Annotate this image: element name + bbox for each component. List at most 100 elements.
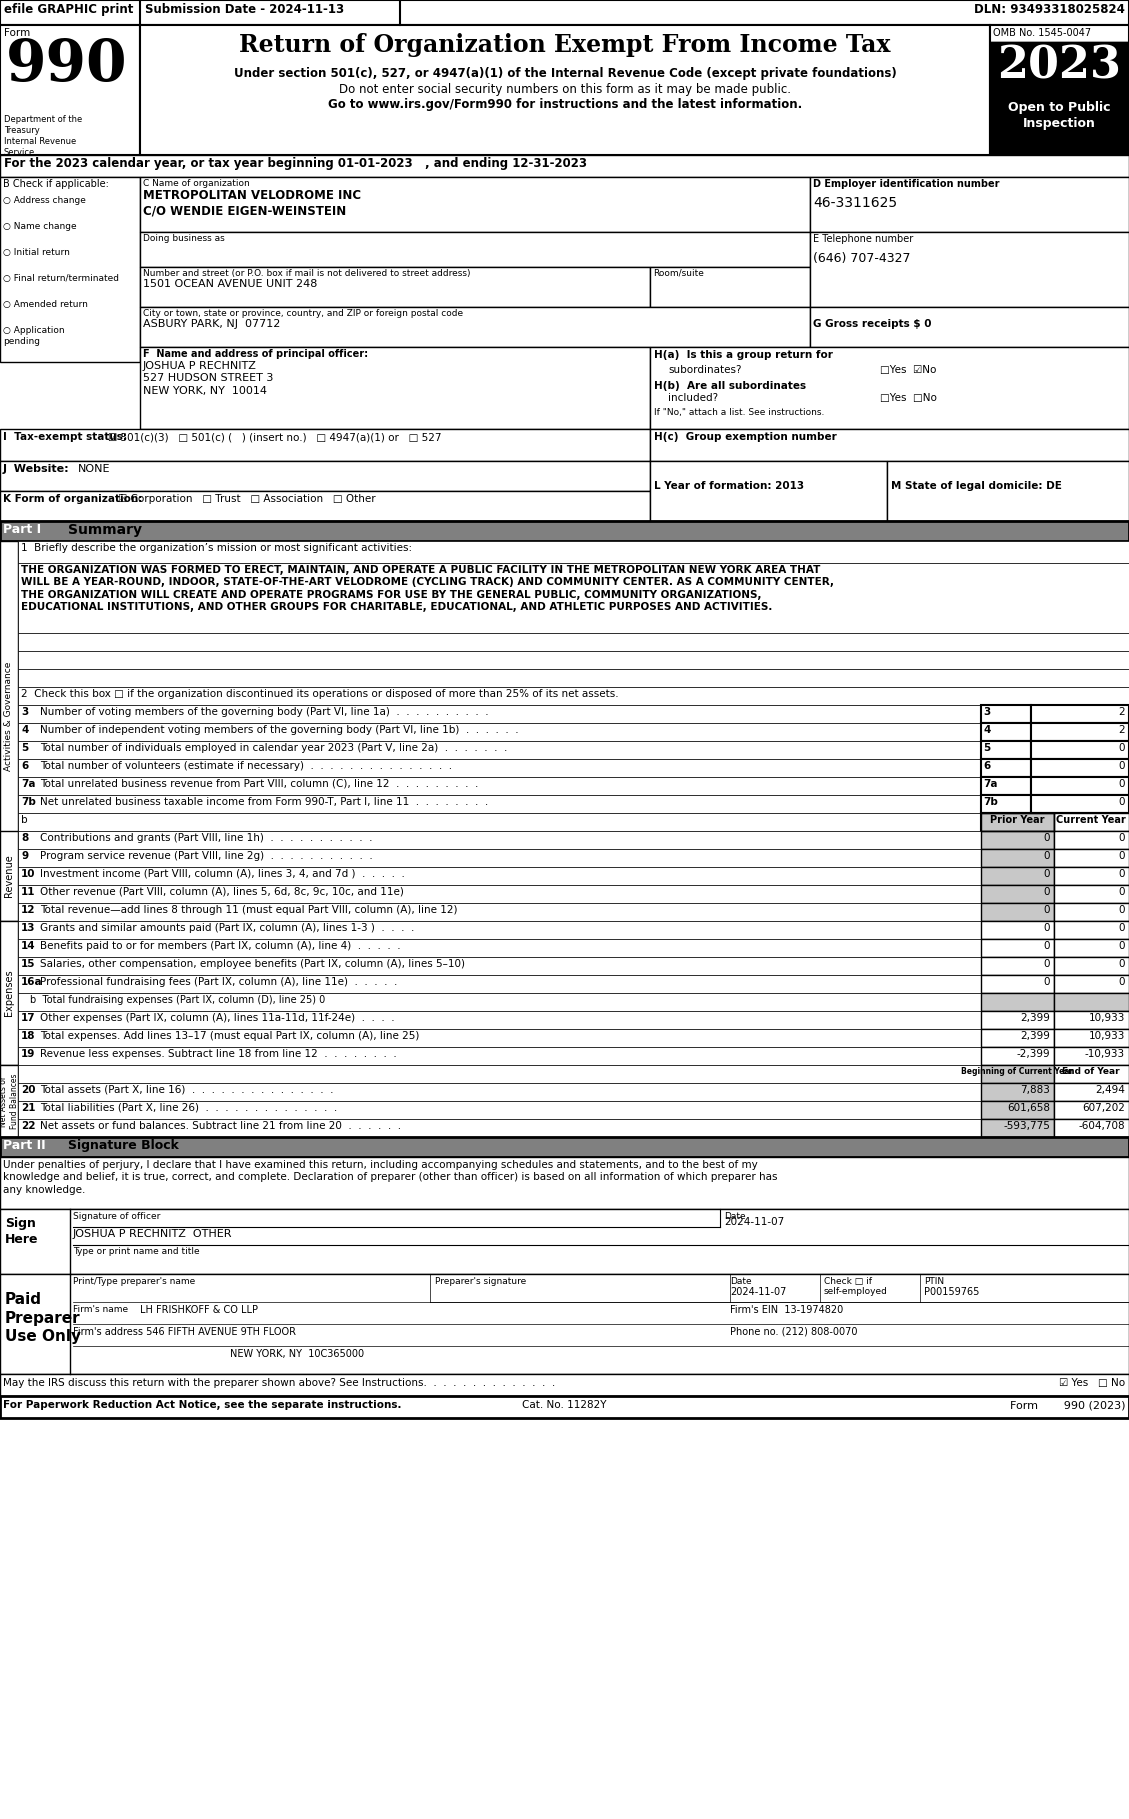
Text: Other revenue (Part VIII, column (A), lines 5, 6d, 8c, 9c, 10c, and 11e): Other revenue (Part VIII, column (A), li… <box>40 888 404 897</box>
Bar <box>0 1373 1129 1395</box>
Text: Current Year: Current Year <box>1056 815 1126 826</box>
Bar <box>1031 795 1129 813</box>
Bar <box>18 868 981 886</box>
Text: Number of voting members of the governing body (Part VI, line 1a)  .  .  .  .  .: Number of voting members of the governin… <box>40 708 489 717</box>
Bar <box>18 849 981 868</box>
Bar <box>981 1082 1054 1100</box>
Text: Net unrelated business taxable income from Form 990-T, Part I, line 11  .  .  . : Net unrelated business taxable income fr… <box>40 797 488 808</box>
Text: Under penalties of perjury, I declare that I have examined this return, includin: Under penalties of perjury, I declare th… <box>3 1161 778 1195</box>
Text: Signature Block: Signature Block <box>68 1139 178 1151</box>
Text: F  Name and address of principal officer:: F Name and address of principal officer: <box>143 349 368 358</box>
Text: PTIN: PTIN <box>924 1277 944 1286</box>
Text: Number and street (or P.O. box if mail is not delivered to street address): Number and street (or P.O. box if mail i… <box>143 269 471 278</box>
Bar <box>1054 1082 1129 1100</box>
Text: Check □ if: Check □ if <box>824 1277 872 1286</box>
Bar <box>650 429 1129 460</box>
Bar <box>809 176 1129 233</box>
Text: LH FRISHKOFF & CO LLP: LH FRISHKOFF & CO LLP <box>140 1304 259 1315</box>
Bar <box>18 740 981 759</box>
Text: 17: 17 <box>21 1013 36 1022</box>
Text: 0: 0 <box>1043 959 1050 970</box>
Bar <box>1054 975 1129 993</box>
Text: 5: 5 <box>983 742 990 753</box>
Text: OMB No. 1545-0047: OMB No. 1545-0047 <box>994 27 1091 38</box>
Text: Return of Organization Exempt From Income Tax: Return of Organization Exempt From Incom… <box>239 33 891 56</box>
Text: Date: Date <box>730 1277 752 1286</box>
Bar <box>140 307 809 347</box>
Text: Sign
Here: Sign Here <box>5 1217 38 1246</box>
Text: THE ORGANIZATION WAS FORMED TO ERECT, MAINTAIN, AND OPERATE A PUBLIC FACILITY IN: THE ORGANIZATION WAS FORMED TO ERECT, MA… <box>21 566 834 613</box>
Text: Firm's address 546 FIFTH AVENUE 9TH FLOOR: Firm's address 546 FIFTH AVENUE 9TH FLOO… <box>73 1328 296 1337</box>
Text: Net Assets or
Fund Balances: Net Assets or Fund Balances <box>0 1073 19 1130</box>
Text: Form: Form <box>5 27 30 38</box>
Text: I  Tax-exempt status:: I Tax-exempt status: <box>3 431 126 442</box>
Text: 0: 0 <box>1119 833 1124 842</box>
Bar <box>981 886 1054 902</box>
Text: Professional fundraising fees (Part IX, column (A), line 11e)  .  .  .  .  .: Professional fundraising fees (Part IX, … <box>40 977 397 988</box>
Text: b: b <box>21 815 27 826</box>
Bar <box>981 939 1054 957</box>
Text: 0: 0 <box>1119 742 1124 753</box>
Text: Under section 501(c), 527, or 4947(a)(1) of the Internal Revenue Code (except pr: Under section 501(c), 527, or 4947(a)(1)… <box>234 67 896 80</box>
Text: 22: 22 <box>21 1121 35 1131</box>
Text: Form   990 (2023): Form 990 (2023) <box>1009 1401 1124 1410</box>
Text: M State of legal domicile: DE: M State of legal domicile: DE <box>891 480 1062 491</box>
Text: ASBURY PARK, NJ  07712: ASBURY PARK, NJ 07712 <box>143 318 280 329</box>
Text: 0: 0 <box>1119 922 1124 933</box>
Bar <box>18 1100 981 1119</box>
Text: 990: 990 <box>6 36 128 93</box>
Text: 1501 OCEAN AVENUE UNIT 248: 1501 OCEAN AVENUE UNIT 248 <box>143 278 317 289</box>
Bar <box>18 975 981 993</box>
Text: Program service revenue (Part VIII, line 2g)  .  .  .  .  .  .  .  .  .  .  .: Program service revenue (Part VIII, line… <box>40 851 373 860</box>
Text: Total assets (Part X, line 16)  .  .  .  .  .  .  .  .  .  .  .  .  .  .  .: Total assets (Part X, line 16) . . . . .… <box>40 1084 333 1095</box>
Bar <box>0 540 18 891</box>
Bar <box>18 651 1129 669</box>
Text: 0: 0 <box>1119 779 1124 789</box>
Text: ○ Final return/terminated: ○ Final return/terminated <box>3 275 119 284</box>
Text: 11: 11 <box>21 888 35 897</box>
Text: May the IRS discuss this return with the preparer shown above? See Instructions.: May the IRS discuss this return with the… <box>3 1379 555 1388</box>
Text: 607,202: 607,202 <box>1082 1102 1124 1113</box>
Text: ○ Application
pending: ○ Application pending <box>3 326 64 346</box>
Bar <box>981 722 1031 740</box>
Bar <box>1054 1048 1129 1064</box>
Text: 6: 6 <box>21 760 28 771</box>
Bar <box>981 920 1054 939</box>
Bar <box>981 1100 1054 1119</box>
Text: Firm's name: Firm's name <box>73 1304 128 1313</box>
Text: 0: 0 <box>1043 869 1050 879</box>
Text: Print/Type preparer's name: Print/Type preparer's name <box>73 1277 195 1286</box>
Text: Part II: Part II <box>3 1139 45 1151</box>
Bar <box>18 564 1129 633</box>
Text: 2,399: 2,399 <box>1021 1013 1050 1022</box>
Text: 10: 10 <box>21 869 35 879</box>
Bar <box>1054 993 1129 1011</box>
Text: Beginning of Current Year: Beginning of Current Year <box>961 1068 1074 1077</box>
Text: P00159765: P00159765 <box>924 1288 979 1297</box>
Text: 0: 0 <box>1043 833 1050 842</box>
Bar <box>1031 706 1129 722</box>
Bar <box>1054 813 1129 831</box>
Text: NONE: NONE <box>78 464 111 475</box>
Bar <box>0 1064 18 1137</box>
Bar <box>1031 777 1129 795</box>
Bar <box>981 813 1054 831</box>
Text: 0: 0 <box>1043 851 1050 860</box>
Bar <box>18 993 981 1011</box>
Bar <box>18 1119 981 1137</box>
Text: Total liabilities (Part X, line 26)  .  .  .  .  .  .  .  .  .  .  .  .  .  .: Total liabilities (Part X, line 26) . . … <box>40 1102 338 1113</box>
Bar <box>981 795 1031 813</box>
Bar <box>0 1273 1129 1373</box>
Text: 18: 18 <box>21 1031 35 1040</box>
Bar <box>18 886 981 902</box>
Text: Paid
Preparer
Use Only: Paid Preparer Use Only <box>5 1291 81 1344</box>
Bar <box>990 25 1129 155</box>
Text: E Telephone number: E Telephone number <box>813 235 913 244</box>
Text: Go to www.irs.gov/Form990 for instructions and the latest information.: Go to www.irs.gov/Form990 for instructio… <box>327 98 802 111</box>
Text: 0: 0 <box>1043 922 1050 933</box>
Text: 0: 0 <box>1119 760 1124 771</box>
Bar <box>18 957 981 975</box>
Text: ○ Address change: ○ Address change <box>3 196 86 206</box>
Text: Revenue less expenses. Subtract line 18 from line 12  .  .  .  .  .  .  .  .: Revenue less expenses. Subtract line 18 … <box>40 1050 396 1059</box>
Text: 2024-11-07: 2024-11-07 <box>730 1288 787 1297</box>
